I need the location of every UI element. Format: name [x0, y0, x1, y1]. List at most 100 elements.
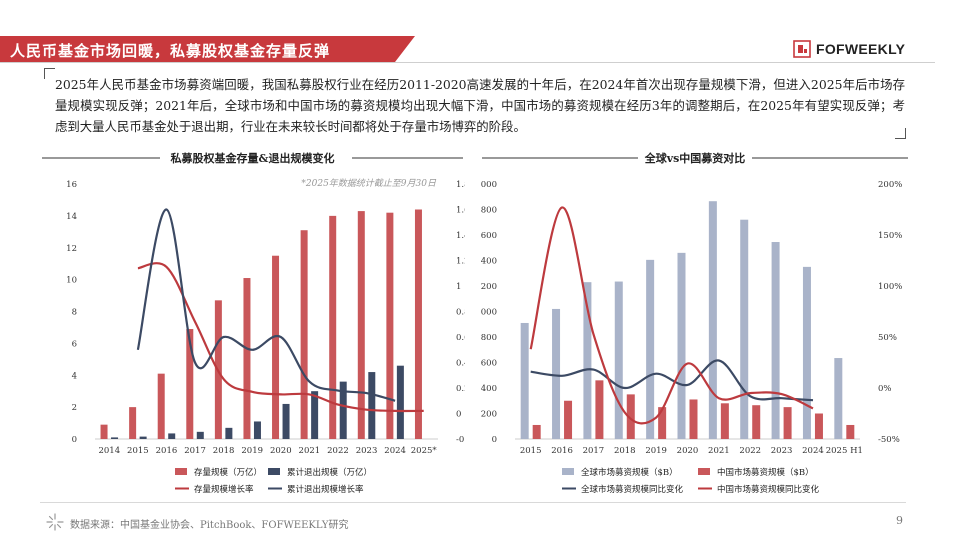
bar-secondary	[311, 391, 319, 439]
legend-swatch	[562, 468, 574, 475]
x-tick-label: 2015	[127, 446, 149, 456]
bar-secondary	[752, 405, 761, 439]
bar-primary	[100, 424, 108, 439]
title-banner	[0, 36, 415, 63]
legend-swatch	[175, 468, 187, 475]
y-right-tick-label: 0.8	[456, 308, 465, 318]
legend-label: 中国市场募资规模同比变化	[717, 484, 820, 495]
bar-primary	[157, 373, 165, 439]
y-left-tick-label: 10	[66, 276, 77, 286]
bar-secondary	[564, 400, 573, 439]
y-left-tick-label: 1600	[480, 231, 497, 241]
bar-primary	[357, 211, 365, 439]
x-tick-label: 2020	[270, 446, 292, 456]
bar-primary	[186, 329, 194, 439]
y-left-tick-label: 200	[481, 410, 497, 420]
bar-primary	[802, 266, 811, 439]
bar-primary	[329, 215, 337, 439]
sparkle-icon	[46, 513, 64, 531]
y-right-tick-label: 1.6	[456, 206, 465, 216]
x-tick-label: 2024	[802, 446, 824, 456]
y-left-tick-label: 14	[66, 212, 77, 222]
bar-primary	[129, 407, 137, 439]
x-tick-label: 2017	[184, 446, 206, 456]
x-tick-label: 2019	[241, 446, 263, 456]
bar-primary	[243, 278, 251, 439]
quote-corner-bottom-right	[895, 128, 906, 139]
y-left-tick-label: 2	[72, 403, 77, 413]
bar-primary	[677, 252, 686, 439]
x-tick-label: 2022	[739, 446, 761, 456]
bar-secondary	[339, 381, 347, 439]
chart-pe-stock-exit: 私募股权基金存量&退出规模变化*2025年数据统计截止至9月30日0246810…	[42, 151, 465, 495]
y-left-tick-label: 1000	[480, 308, 497, 318]
chart-note: *2025年数据统计截止至9月30日	[301, 178, 437, 189]
bar-primary	[552, 308, 561, 439]
series-line-a	[530, 359, 814, 402]
footer-divider	[40, 502, 906, 503]
bar-primary	[771, 242, 780, 439]
bar-secondary	[532, 424, 541, 439]
series-line-b	[136, 208, 396, 402]
legend-label: 存量规模增长率	[194, 484, 254, 495]
x-tick-label: 2016	[156, 446, 178, 456]
x-tick-label: 2016	[551, 446, 573, 456]
x-tick-label: 2022	[327, 446, 349, 456]
bar-secondary	[168, 433, 176, 439]
y-left-tick-label: 4	[72, 371, 77, 381]
data-source: 数据来源：中国基金业协会、PitchBook、FOFWEEKLY研究	[70, 520, 349, 531]
bar-primary	[740, 219, 749, 439]
y-right-tick-label: 1.4	[456, 231, 465, 241]
x-tick-label: 2018	[213, 446, 235, 456]
intro-paragraph: 2025年人民币基金市场募资端回暖，我国私募股权行业在经历2011-2020高速…	[55, 77, 905, 134]
bar-primary	[520, 322, 529, 439]
x-tick-label: 2021	[708, 446, 730, 456]
bar-secondary	[253, 421, 261, 439]
bar-secondary	[783, 407, 792, 439]
bar-secondary	[111, 437, 119, 439]
y-right-tick-label: 0%	[878, 384, 892, 394]
y-right-tick-label: 50%	[878, 333, 897, 343]
x-tick-label: 2015	[520, 446, 542, 456]
bar-primary	[708, 201, 717, 439]
brand-name: FOFWEEKLY	[816, 41, 906, 57]
brand-logo: FOFWEEKLY	[793, 38, 905, 60]
y-right-tick-label: 100%	[878, 282, 902, 292]
bar-secondary	[658, 407, 667, 439]
x-tick-label: 2023	[771, 446, 793, 456]
y-left-tick-label: 600	[481, 359, 497, 369]
legend-label: 存量规模（万亿）	[194, 467, 262, 478]
y-left-tick-label: 1800	[480, 206, 497, 216]
y-right-tick-label: 1	[456, 282, 461, 292]
y-right-tick-label: 1.2	[456, 257, 465, 267]
chart-global-vs-china-fundraising: 全球vs中国募资对比 0 200 400 600 800 1000 1200 1400 1600 1…	[480, 151, 908, 495]
y-right-tick-label: 0.2	[456, 384, 465, 394]
bar-primary	[414, 209, 422, 439]
y-left-tick-label: 2000	[480, 180, 497, 190]
bar-secondary	[846, 424, 855, 439]
bar-secondary	[814, 413, 823, 439]
series-line-b	[529, 206, 814, 425]
page-title: 人民币基金市场回暖，私募股权基金存量反弹	[10, 42, 331, 60]
legend-label: 累计退出规模增长率	[287, 484, 364, 495]
y-right-tick-label: 0.6	[456, 333, 465, 343]
bar-secondary	[196, 431, 204, 439]
y-left-tick-label: 800	[481, 333, 497, 343]
x-tick-label: 2025*	[411, 446, 438, 456]
bar-primary	[300, 230, 308, 439]
chart-title: 私募股权基金存量&退出规模变化	[171, 151, 335, 165]
bar-primary	[583, 282, 592, 439]
x-tick-label: 2020	[677, 446, 699, 456]
bar-secondary	[139, 436, 147, 439]
bar-primary	[646, 259, 655, 439]
legend-swatch	[698, 468, 710, 475]
bar-primary	[386, 212, 394, 439]
bar-secondary	[689, 399, 698, 439]
x-tick-label: 2017	[583, 446, 605, 456]
quote-corner-top-left	[44, 68, 55, 79]
bar-secondary	[595, 380, 604, 439]
x-tick-label: 2021	[299, 446, 321, 456]
y-right-tick-label: 150%	[878, 231, 902, 241]
legend-label: 全球市场募资规模同比变化	[581, 484, 684, 495]
y-right-tick-label: 0	[456, 410, 461, 420]
